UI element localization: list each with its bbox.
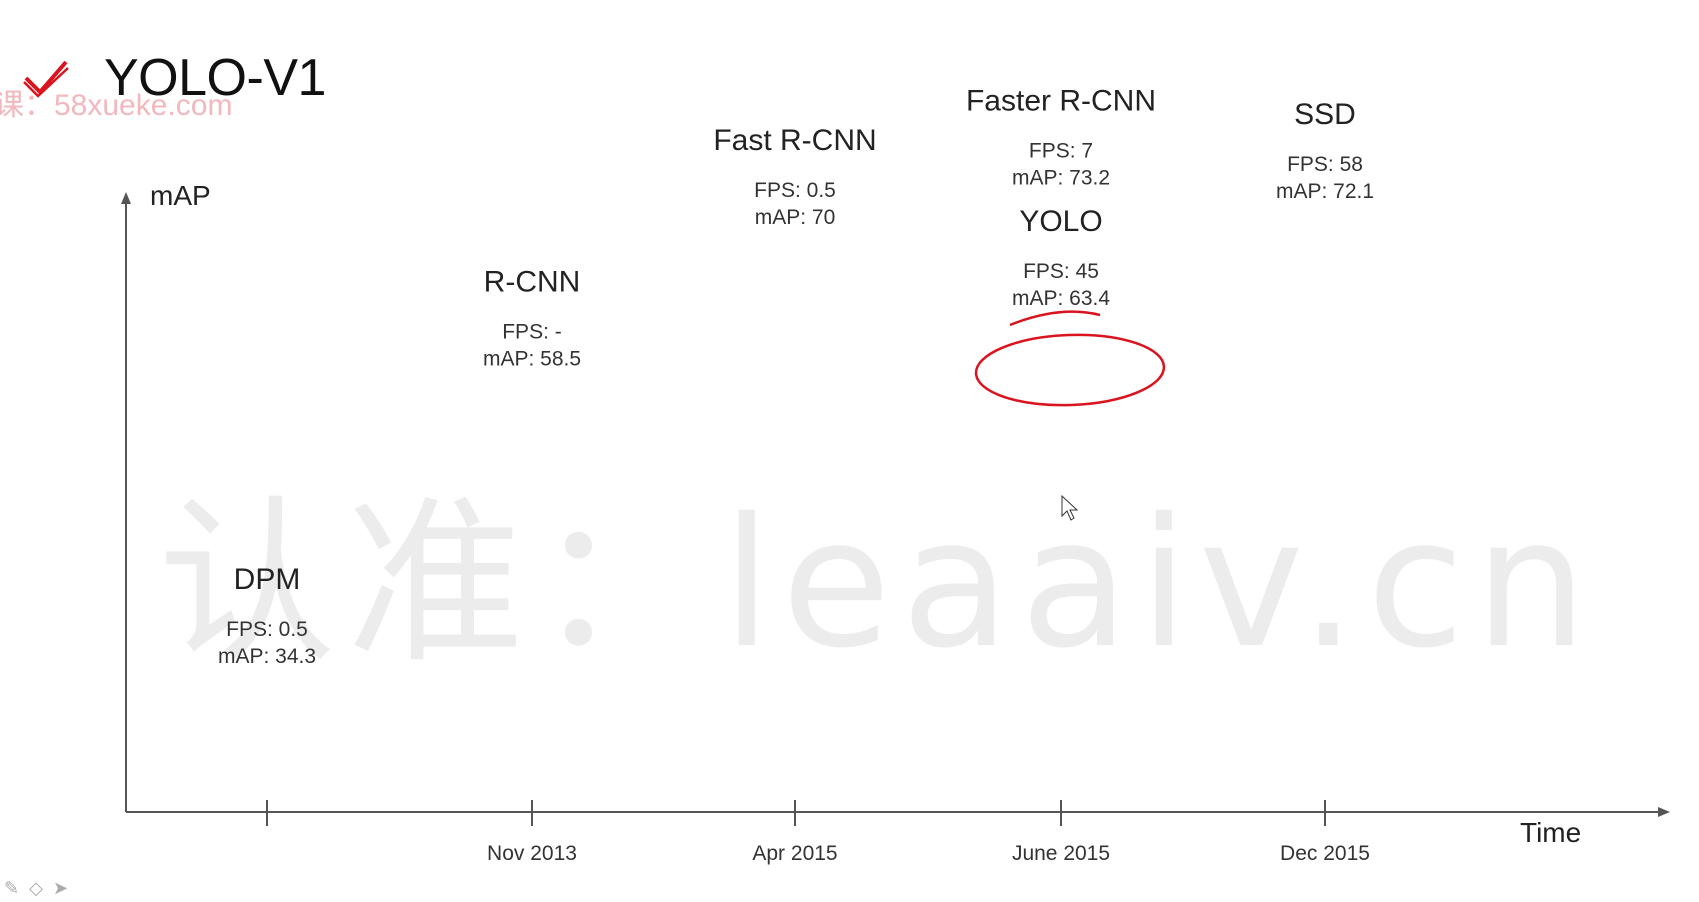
point-fps-label: FPS: 0.5 xyxy=(226,618,308,641)
point-ssd: SSD FPS: 58 mAP: 72.1 xyxy=(1276,98,1374,203)
y-axis-label: mAP xyxy=(150,180,211,211)
point-map-label: mAP: 63.4 xyxy=(1012,287,1110,310)
checkmark-icon xyxy=(23,60,69,98)
highlight-stroke-top xyxy=(1009,310,1101,327)
point-name-label: DPM xyxy=(234,563,301,596)
point-name-label: YOLO xyxy=(1019,205,1102,238)
point-map-label: mAP: 34.3 xyxy=(218,645,316,668)
point-fps-label: FPS: - xyxy=(502,320,562,343)
point-fps-label: FPS: 58 xyxy=(1287,153,1363,176)
point-dpm: DPM FPS: 0.5 mAP: 34.3 xyxy=(218,563,316,668)
pen-tool-icon[interactable]: ✎ xyxy=(4,878,30,898)
point-faster-r-cnn: Faster R-CNN FPS: 7 mAP: 73.2 xyxy=(966,85,1156,190)
slide-title: YOLO-V1 xyxy=(104,49,326,107)
point-map-label: mAP: 58.5 xyxy=(483,347,581,370)
x-axis-label: Time xyxy=(1520,817,1581,848)
point-fps-label: FPS: 7 xyxy=(1029,140,1093,163)
x-tick-label: Dec 2015 xyxy=(1280,842,1370,865)
point-yolo: YOLO FPS: 45 mAP: 63.4 xyxy=(1012,205,1110,310)
point-r-cnn: R-CNN FPS: - mAP: 58.5 xyxy=(483,265,581,370)
point-map-label: mAP: 70 xyxy=(755,206,836,229)
highlight-circle xyxy=(974,333,1166,407)
x-tick-label: Nov 2013 xyxy=(487,842,577,865)
eraser-tool-icon[interactable]: ◇ xyxy=(29,878,53,898)
point-fps-label: FPS: 0.5 xyxy=(754,179,836,202)
point-name-label: R-CNN xyxy=(484,265,581,298)
pointer-tool-icon[interactable]: ➤ xyxy=(52,878,79,898)
x-tick-label: June 2015 xyxy=(1012,842,1110,865)
slide-tools: ✎◇➤ xyxy=(4,878,78,899)
point-name-label: Fast R-CNN xyxy=(713,124,876,157)
point-map-label: mAP: 72.1 xyxy=(1276,180,1374,203)
x-axis-arrow xyxy=(1658,807,1670,817)
point-fast-r-cnn: Fast R-CNN FPS: 0.5 mAP: 70 xyxy=(713,124,876,229)
point-fps-label: FPS: 45 xyxy=(1023,260,1099,283)
watermark-center-text: 认准：leaaiv.cn xyxy=(158,480,1598,687)
point-name-label: SSD xyxy=(1294,98,1356,131)
mouse-cursor-icon xyxy=(1061,494,1079,521)
point-name-label: Faster R-CNN xyxy=(966,85,1156,118)
y-axis-arrow xyxy=(121,192,131,204)
point-map-label: mAP: 73.2 xyxy=(1012,167,1110,190)
x-tick-label: Apr 2015 xyxy=(752,842,837,865)
